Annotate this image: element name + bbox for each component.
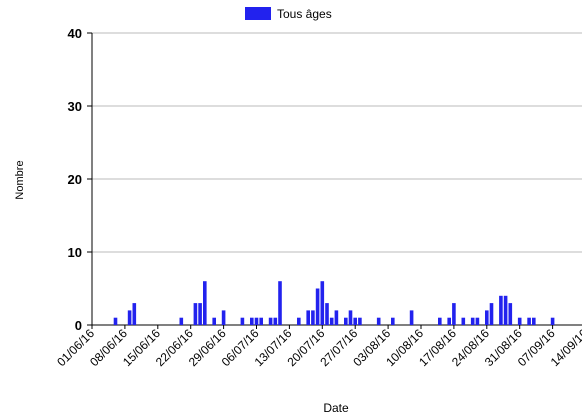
bar	[461, 317, 466, 325]
legend-swatch	[245, 7, 271, 20]
bar	[438, 317, 442, 325]
bar	[508, 303, 513, 325]
bar	[517, 317, 522, 325]
bar	[353, 317, 357, 325]
y-tick-label: 10	[68, 245, 82, 260]
bar	[240, 317, 245, 325]
bar	[503, 295, 508, 325]
bar	[254, 317, 259, 325]
bar	[348, 310, 353, 325]
bar	[489, 303, 494, 325]
bar	[376, 317, 381, 325]
bar	[273, 317, 278, 325]
bar	[320, 281, 325, 325]
bar	[329, 317, 334, 325]
bar	[127, 310, 132, 325]
bar	[344, 317, 348, 325]
bar	[527, 317, 531, 325]
legend-label: Tous âges	[277, 7, 332, 21]
bar	[485, 310, 489, 325]
bar	[550, 317, 555, 325]
bar	[268, 317, 273, 325]
bar	[391, 317, 395, 325]
bar	[311, 310, 315, 325]
bar	[409, 310, 414, 325]
x-axis-label: Date	[323, 401, 349, 415]
bar	[315, 288, 320, 325]
bar	[447, 317, 451, 325]
y-tick-label: 0	[75, 318, 82, 333]
bar	[325, 303, 329, 325]
y-tick-label: 20	[68, 172, 82, 187]
bar	[470, 317, 475, 325]
bar	[499, 295, 503, 325]
bar	[306, 310, 310, 325]
bar	[532, 317, 536, 325]
y-tick-label: 30	[68, 99, 82, 114]
bar	[198, 303, 202, 325]
bar	[259, 317, 263, 325]
bar	[475, 317, 480, 325]
bar	[452, 303, 456, 325]
bar	[193, 303, 198, 325]
bar	[179, 317, 184, 325]
bar	[212, 317, 216, 325]
bar	[334, 310, 339, 325]
bar	[278, 281, 282, 325]
bar	[358, 317, 362, 325]
bar	[297, 317, 301, 325]
y-axis-label: Nombre	[14, 160, 26, 199]
bar	[203, 281, 207, 325]
y-tick-label: 40	[68, 26, 82, 41]
bar	[221, 310, 226, 325]
bar	[132, 303, 137, 325]
bar	[250, 317, 254, 325]
bar	[113, 317, 118, 325]
